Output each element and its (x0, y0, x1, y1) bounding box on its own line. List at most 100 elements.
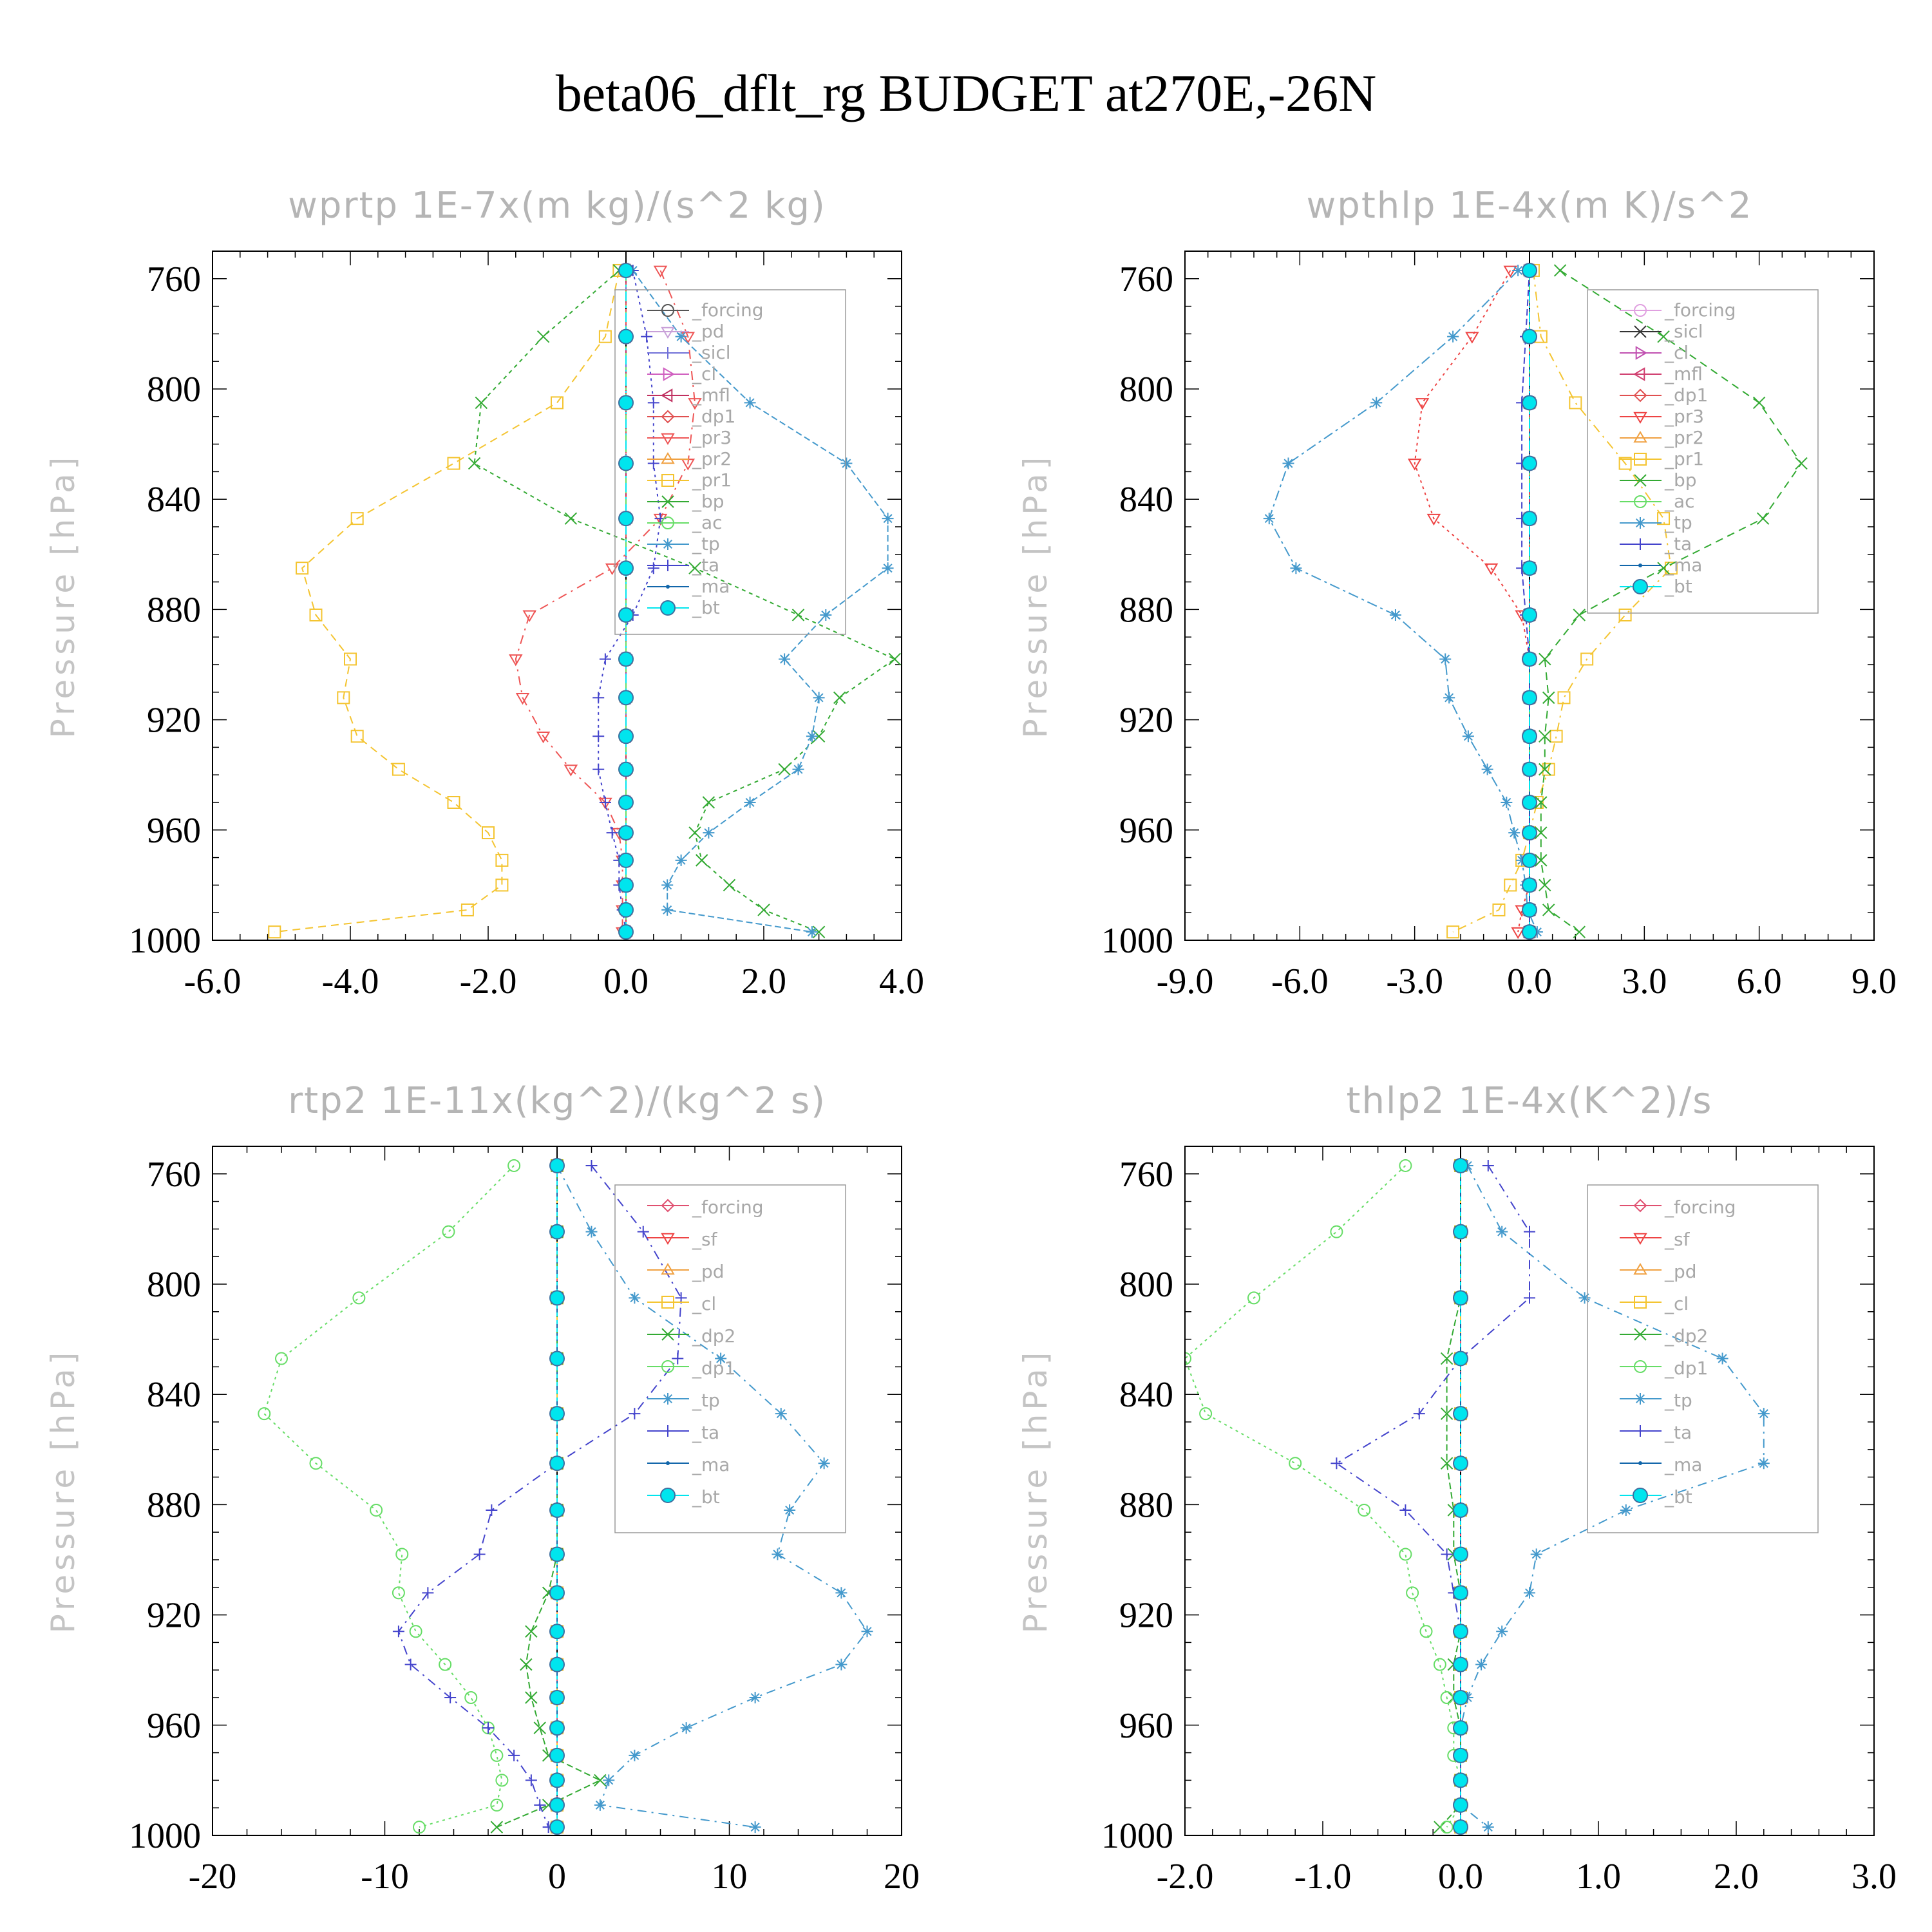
series-point_bt (1453, 1624, 1468, 1640)
legend-box (614, 289, 846, 635)
series-point_tp (1757, 1457, 1770, 1470)
legend-marker_forcing (661, 1198, 675, 1213)
series-point_pr1 (460, 903, 474, 916)
series-point_bt (1522, 877, 1537, 893)
y-axis-label: Pressure [hPa] (1017, 1349, 1054, 1634)
series-point_pr1 (1618, 608, 1632, 621)
series-point_bt (618, 560, 634, 576)
series-point_bt (1453, 1585, 1468, 1601)
x-tick-label: 10 (712, 1857, 748, 1897)
series-point_dp1 (1419, 1625, 1433, 1638)
y-tick-label: 760 (147, 260, 201, 299)
y-tick-label: 800 (147, 1265, 201, 1305)
series-point_bt (1522, 328, 1537, 345)
series-point_dp1 (395, 1548, 409, 1561)
legend-marker_bp (661, 495, 674, 508)
legend-label_sicl: _sicl (692, 342, 731, 363)
legend-marker_mfl (661, 388, 673, 402)
series-point_pr1 (482, 826, 495, 840)
series-point_bp (1542, 904, 1555, 916)
series-point_tp (629, 1749, 641, 1761)
x-tick-label: -4.0 (322, 961, 379, 1001)
series-point_dp1 (442, 1225, 455, 1238)
series-point_ta (585, 1159, 598, 1171)
legend-label_cl: _cl (1664, 342, 1689, 363)
series-point_ta (1524, 1226, 1535, 1238)
series-point_tp (675, 330, 687, 343)
legend-marker_cl (1635, 346, 1647, 360)
legend-marker_cl (663, 367, 675, 381)
series-point_pr1 (1504, 878, 1517, 892)
series-point_bt (1453, 1720, 1468, 1736)
legend-marker_tp (662, 538, 674, 550)
series-point_bp (1535, 796, 1548, 809)
series-point_bt (549, 1720, 565, 1736)
legend-marker_ma (666, 585, 670, 589)
series-point_pr3 (1511, 927, 1525, 940)
legend-label_cl: _cl (692, 1293, 716, 1314)
legend-marker_bt (1633, 579, 1648, 594)
series-point_ta (1441, 1548, 1453, 1560)
series-point_tp (749, 1692, 761, 1703)
series-point_tp (1496, 1226, 1508, 1238)
series-point_tp (840, 457, 853, 469)
series-point_tp (1757, 1408, 1770, 1420)
series-point_bt (549, 1290, 565, 1306)
series-point_dp1 (1289, 1457, 1302, 1470)
series-point_ta (482, 1722, 494, 1734)
legend-marker_forcing (1633, 1198, 1647, 1213)
series-point_bt (549, 1350, 565, 1367)
series-point_bp (475, 396, 488, 410)
series-point_tp (772, 1548, 784, 1560)
series_tp (1263, 264, 1543, 938)
series-point_bt (1453, 1157, 1468, 1173)
series-point_ta (647, 562, 659, 574)
series-point_tp (1389, 609, 1401, 621)
series-point_tp (1482, 1821, 1494, 1833)
series-point_tp (1512, 264, 1524, 276)
legend-marker_ta (662, 1425, 674, 1437)
y-tick-label: 800 (1119, 370, 1173, 410)
series-point_tp (784, 1504, 796, 1516)
legend-marker_forcing (661, 304, 674, 317)
series-point_bt (618, 761, 634, 777)
series-point_tp (861, 1625, 873, 1638)
legend-label_ac: _ac (692, 512, 723, 533)
series-point_ta (592, 692, 605, 704)
legend-marker_ma (666, 1461, 670, 1465)
series-point_ta (606, 827, 618, 839)
x-tick-label: 4.0 (879, 961, 924, 1001)
series-point_dp1 (1185, 1352, 1191, 1365)
legend-label_forcing: _forcing (692, 299, 764, 321)
x-tick-label: 2.0 (1714, 1857, 1759, 1897)
legend-label_ta: _ta (1664, 1422, 1692, 1443)
y-tick-label: 960 (147, 1706, 201, 1746)
series_bt (1453, 1157, 1468, 1835)
legend-marker_pr1 (661, 474, 674, 487)
series-point_dp1 (1247, 1291, 1260, 1305)
series-point_bp (1752, 396, 1766, 410)
series-point_bt (1453, 1350, 1468, 1367)
series-point_tp (1475, 1658, 1488, 1671)
series-line_tp (1460, 1165, 1765, 1828)
legend-marker_ma (1638, 564, 1642, 567)
y-tick-label: 760 (1119, 260, 1173, 299)
series-point_bt (1522, 795, 1537, 810)
series-point_ta (486, 1504, 498, 1516)
series-point_bt (1522, 761, 1537, 777)
series-point_bt (1522, 728, 1537, 744)
series-point_dp1 (409, 1625, 422, 1638)
panel-title: wprtp 1E-7x(m kg)/(s^2 kg) (288, 185, 826, 227)
series-line_pr1 (1452, 270, 1672, 933)
legend-label_pr3: _pr3 (692, 427, 732, 448)
series-point_bp (833, 691, 846, 705)
series-point_bt (1522, 395, 1537, 411)
series_ta (392, 1159, 687, 1833)
legend-marker_pr2 (1633, 431, 1647, 443)
series-point_ta (629, 1408, 641, 1420)
series-point_dp1 (275, 1352, 288, 1365)
series-point_bp (888, 652, 902, 666)
series-point_bp (702, 796, 715, 809)
series-point_bp (688, 562, 701, 574)
panel-title: rtp2 1E-11x(kg^2)/(kg^2 s) (288, 1080, 826, 1122)
